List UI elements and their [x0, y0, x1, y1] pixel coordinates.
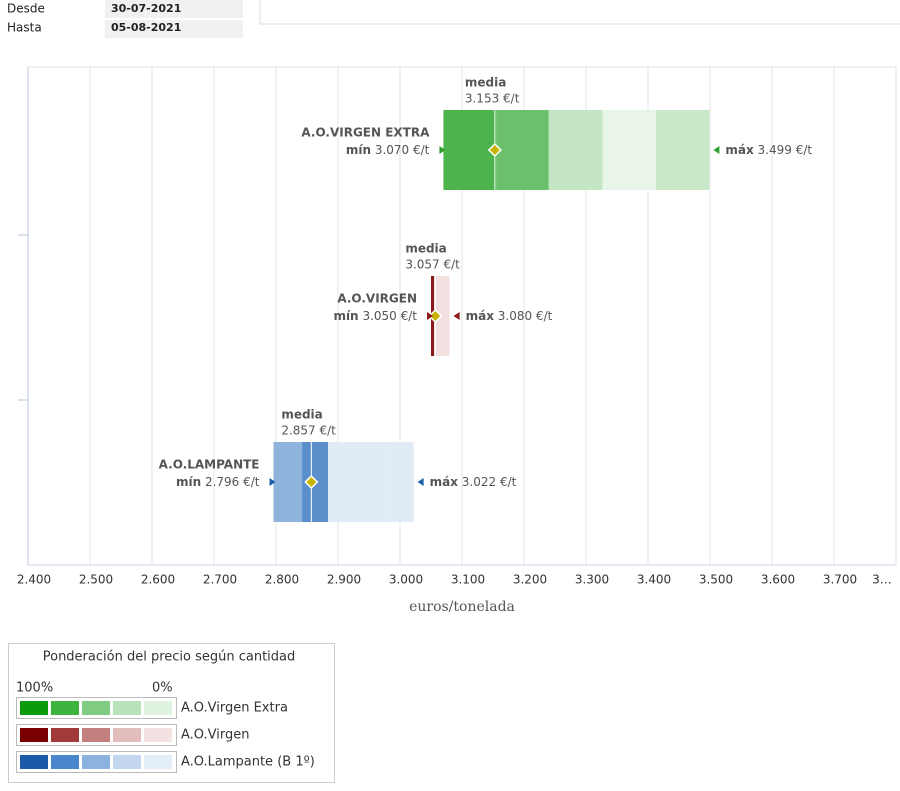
legend-swatch [144, 728, 172, 742]
filter-value[interactable]: 30-07-2021 [111, 2, 181, 15]
x-tick-label: 3.400 [637, 573, 671, 587]
x-tick-label: 3.100 [451, 573, 485, 587]
legend-high: 100% [16, 681, 53, 696]
mean-word: media [465, 76, 506, 90]
mean-value: 3.057 €/t [405, 258, 460, 272]
legend-swatch [51, 728, 79, 742]
filter-label: Hasta [7, 21, 42, 35]
x-tick-label: 2.700 [203, 573, 237, 587]
x-tick-label: 2.800 [265, 573, 299, 587]
min-word: mín [346, 143, 371, 157]
legend-label: A.O.Lampante (B 1º) [181, 755, 315, 770]
legend-swatch [113, 755, 141, 769]
mean-marker [428, 308, 443, 324]
legend-swatch [82, 701, 110, 715]
min-marker [439, 146, 446, 154]
max-word: máx [466, 309, 495, 323]
legend-swatch [144, 755, 172, 769]
max-value: 3.080 €/t [498, 309, 553, 323]
series-name: A.O.VIRGEN EXTRA [301, 126, 430, 140]
legend-swatch [113, 701, 141, 715]
x-tick-label: 2.500 [79, 573, 113, 587]
series-name: A.O.VIRGEN [337, 292, 417, 306]
legend-swatch [20, 701, 48, 715]
x-tick-label: 2.900 [327, 573, 361, 587]
weight-segment [273, 442, 303, 522]
filter-field[interactable] [105, 0, 243, 18]
max-marker [417, 478, 424, 486]
mean-value: 2.857 €/t [281, 424, 336, 438]
weight-segment [602, 110, 657, 190]
legend-title: Ponderación del precio según cantidad [43, 650, 296, 665]
max-value: 3.022 €/t [462, 475, 517, 489]
weight-segment [385, 442, 414, 522]
min-word: mín [333, 309, 358, 323]
max-marker [713, 146, 720, 154]
mean-word: media [405, 242, 446, 256]
x-tick-label: 3.700 [823, 573, 857, 587]
min-marker [269, 478, 276, 486]
min-label: mín 3.070 €/t [346, 143, 430, 157]
max-word: máx [725, 143, 754, 157]
legend-swatch [20, 755, 48, 769]
filter-value[interactable]: 05-08-2021 [111, 21, 181, 34]
mean-value: 3.153 €/t [465, 92, 520, 106]
min-value: 3.050 €/t [362, 309, 417, 323]
weight-segment [328, 442, 386, 522]
max-label: máx 3.080 €/t [466, 309, 553, 323]
x-tick-label: 3.000 [389, 573, 423, 587]
top-panel [259, 0, 900, 25]
x-tick-label: 2.400 [17, 573, 51, 587]
max-word: máx [430, 475, 459, 489]
legend-swatch [51, 755, 79, 769]
mean-marker [304, 474, 319, 490]
weight-segment [548, 110, 603, 190]
x-tick-label: 3.300 [575, 573, 609, 587]
mean-word: media [281, 408, 322, 422]
legend-label: A.O.Virgen [181, 728, 249, 743]
x-tick-label: 3.600 [761, 573, 795, 587]
legend-swatch [144, 701, 172, 715]
weight-segment [496, 110, 549, 190]
min-label: mín 2.796 €/t [176, 475, 260, 489]
max-label: máx 3.499 €/t [725, 143, 812, 157]
legend-swatch [82, 755, 110, 769]
filter-field[interactable] [105, 20, 243, 38]
x-tick-label: 2.600 [141, 573, 175, 587]
x-tick-label: 3.200 [513, 573, 547, 587]
max-marker [453, 312, 460, 320]
x-tick-label: 3… [872, 573, 892, 587]
mean-marker [487, 142, 502, 158]
filter-label: Desde [7, 2, 45, 16]
legend-label: A.O.Virgen Extra [181, 701, 288, 716]
weight-segment [656, 110, 710, 190]
x-tick-label: 3.500 [699, 573, 733, 587]
legend-swatch [82, 728, 110, 742]
legend-swatch [20, 728, 48, 742]
min-value: 2.796 €/t [205, 475, 260, 489]
weight-segment [443, 110, 497, 190]
max-value: 3.499 €/t [758, 143, 813, 157]
legend-swatch [113, 728, 141, 742]
min-label: mín 3.050 €/t [333, 309, 417, 323]
series-name: A.O.LAMPANTE [159, 458, 260, 472]
x-axis-title: euros/tonelada [409, 599, 515, 615]
legend-low: 0% [152, 681, 173, 696]
min-value: 3.070 €/t [375, 143, 430, 157]
min-word: mín [176, 475, 201, 489]
max-label: máx 3.022 €/t [430, 475, 517, 489]
min-marker [427, 312, 433, 320]
legend-swatch [51, 701, 79, 715]
